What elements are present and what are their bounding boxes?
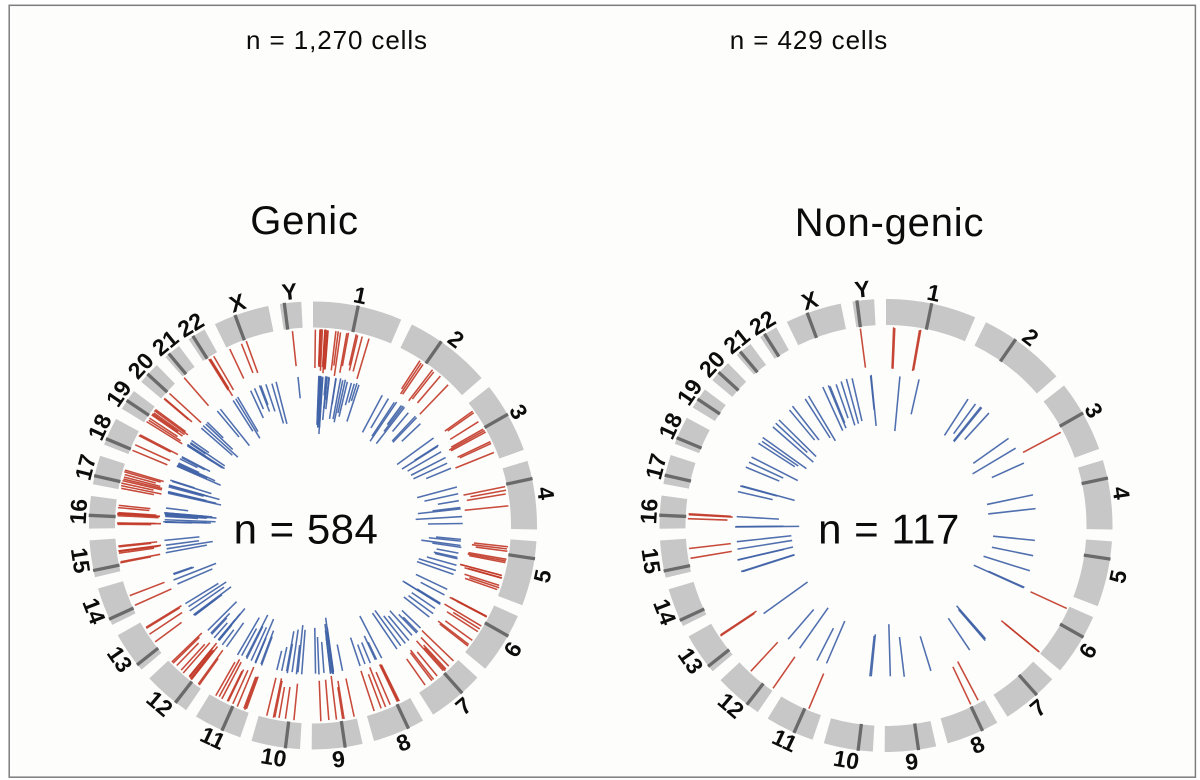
svg-text:4: 4 bbox=[532, 485, 560, 501]
svg-text:15: 15 bbox=[636, 546, 666, 575]
svg-text:5: 5 bbox=[1104, 567, 1132, 585]
svg-text:Y: Y bbox=[280, 278, 298, 305]
svg-text:1: 1 bbox=[351, 281, 369, 309]
svg-text:9: 9 bbox=[331, 745, 347, 772]
svg-text:Y: Y bbox=[853, 275, 871, 302]
svg-text:10: 10 bbox=[832, 745, 862, 775]
svg-text:n = 1,270 cells: n = 1,270 cells bbox=[246, 25, 428, 55]
svg-text:5: 5 bbox=[528, 567, 556, 585]
svg-text:Non-genic: Non-genic bbox=[795, 201, 985, 245]
svg-text:n = 429 cells: n = 429 cells bbox=[730, 25, 888, 55]
svg-text:15: 15 bbox=[66, 546, 96, 575]
svg-text:1: 1 bbox=[925, 279, 943, 307]
svg-text:17: 17 bbox=[640, 451, 672, 482]
svg-text:9: 9 bbox=[904, 748, 920, 775]
svg-text:4: 4 bbox=[1108, 485, 1136, 501]
svg-text:Genic: Genic bbox=[250, 199, 359, 243]
svg-text:16: 16 bbox=[65, 498, 92, 525]
svg-text:17: 17 bbox=[70, 452, 102, 483]
svg-text:n = 117: n = 117 bbox=[818, 506, 960, 553]
svg-text:n = 584: n = 584 bbox=[234, 506, 379, 553]
svg-text:16: 16 bbox=[635, 498, 662, 525]
svg-text:10: 10 bbox=[259, 742, 289, 772]
